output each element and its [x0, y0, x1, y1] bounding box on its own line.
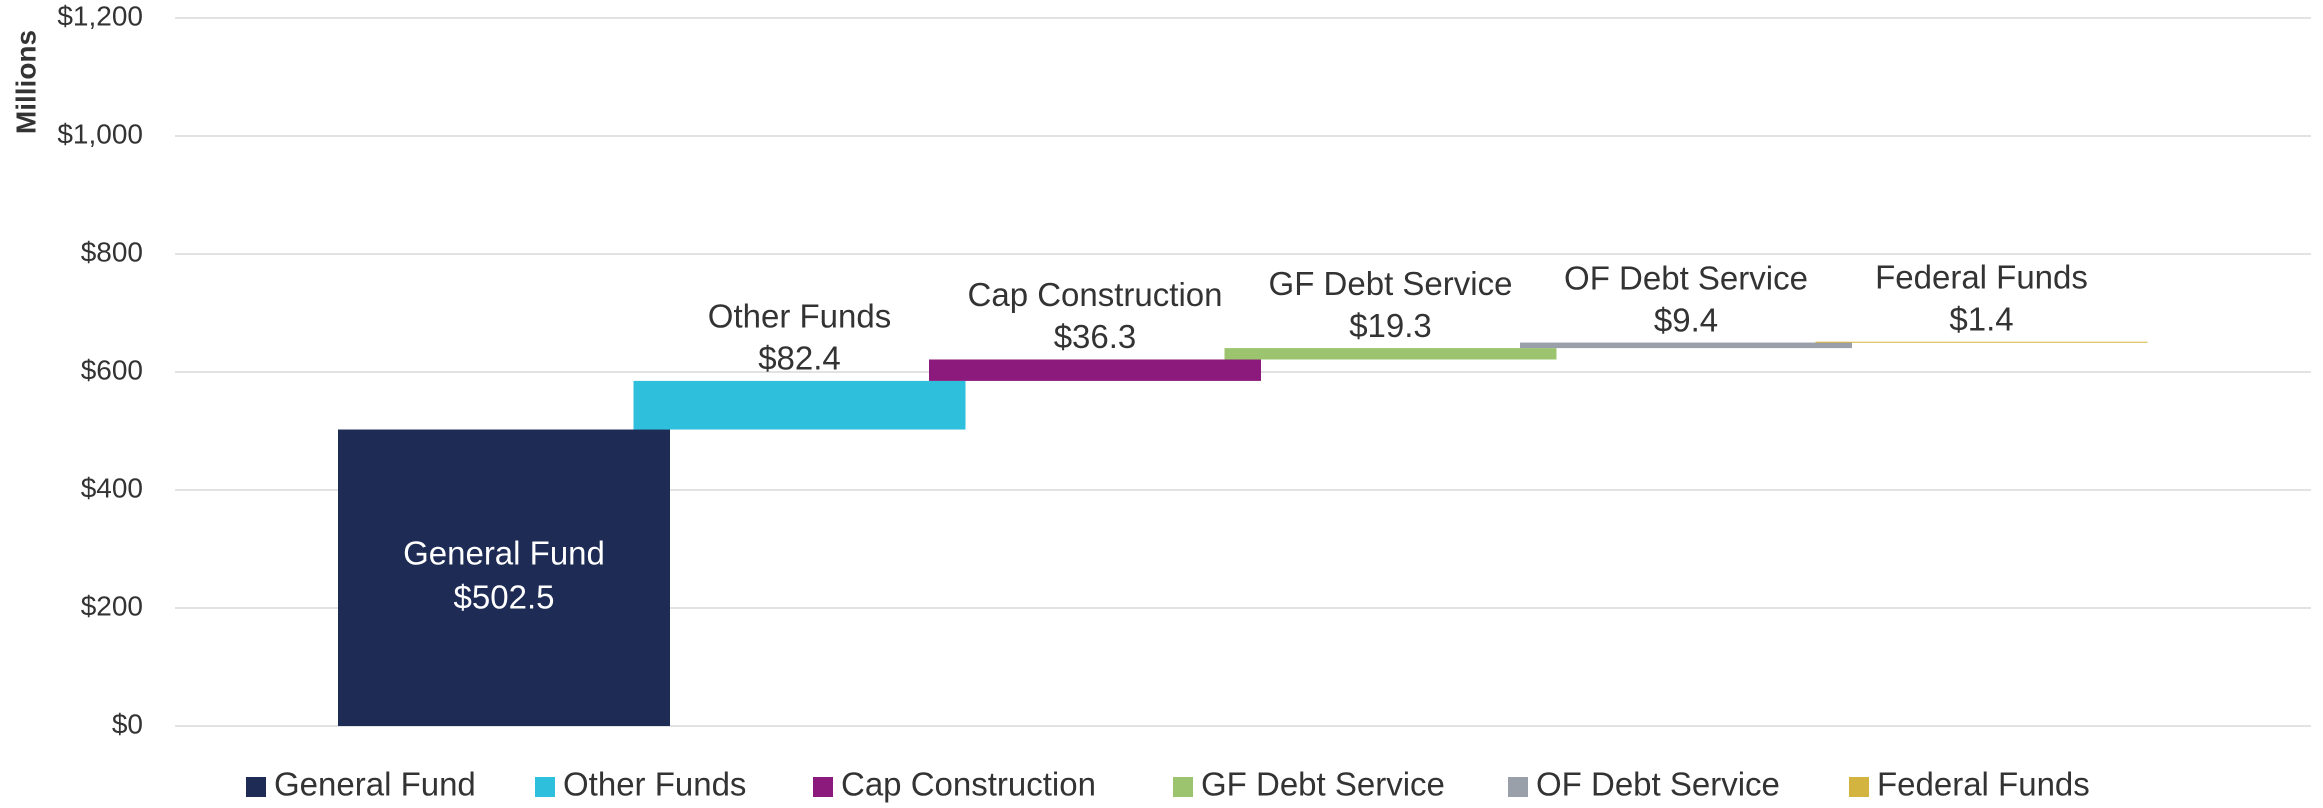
data-label: $502.5 — [454, 578, 555, 615]
legend-label: Cap Construction — [841, 766, 1096, 803]
legend-swatch — [1508, 777, 1528, 797]
bar — [1520, 342, 1852, 349]
legend-label: GF Debt Service — [1201, 766, 1445, 803]
y-tick-label: $400 — [81, 472, 143, 503]
legend-label: General Fund — [274, 766, 476, 803]
data-label: $19.3 — [1349, 307, 1432, 344]
data-label: $1.4 — [1949, 300, 2013, 337]
bar-label-name: Other Funds — [708, 298, 891, 335]
bar-label-name: GF Debt Service — [1269, 265, 1513, 302]
legend-swatch — [813, 777, 833, 797]
legend-swatch — [246, 777, 266, 797]
y-axis-label: Millions — [10, 30, 41, 134]
legend-label: OF Debt Service — [1536, 766, 1780, 803]
y-tick-label: $1,200 — [57, 0, 143, 31]
bar — [1224, 348, 1557, 360]
legend-swatch — [1849, 777, 1869, 797]
legend-swatch — [1173, 777, 1193, 797]
bar-label-name: OF Debt Service — [1564, 259, 1808, 296]
legend-swatch — [535, 777, 555, 797]
y-tick-label: $200 — [81, 590, 143, 621]
bar-label-name: Cap Construction — [968, 276, 1223, 313]
bar-label-name: General Fund — [403, 534, 605, 571]
bar — [633, 380, 966, 430]
y-tick-label: $600 — [81, 354, 143, 385]
y-tick-label: $800 — [81, 236, 143, 267]
data-label: $9.4 — [1654, 301, 1718, 338]
data-label: $82.4 — [758, 340, 841, 377]
data-label: $36.3 — [1054, 318, 1137, 355]
bar — [929, 359, 1261, 381]
y-tick-label: $1,000 — [57, 118, 143, 149]
bar — [1815, 341, 2148, 343]
bar-label-name: Federal Funds — [1875, 258, 2088, 295]
bar — [338, 429, 670, 726]
y-tick-label: $0 — [112, 708, 143, 739]
legend-label: Federal Funds — [1877, 766, 2090, 803]
legend-label: Other Funds — [563, 766, 746, 803]
